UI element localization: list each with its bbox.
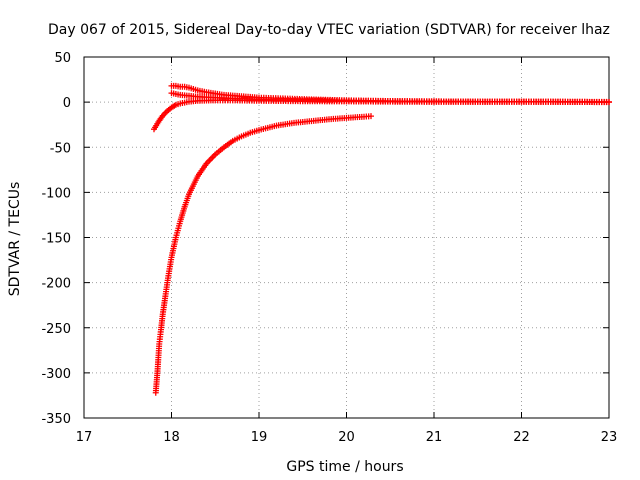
chart-title: Day 067 of 2015, Sidereal Day-to-day VTE… (48, 22, 610, 38)
x-tick-label: 20 (338, 430, 355, 445)
y-tick-label: -200 (41, 277, 71, 292)
y-tick-label: -300 (41, 367, 71, 382)
y-axis-label: SDTVAR / TECUs (7, 182, 23, 297)
y-tick-label: -250 (41, 322, 71, 337)
y-tick-label: 50 (54, 51, 71, 66)
y-axis: 50 0 -50 -100 -150 -200 -250 -300 -350 (41, 51, 609, 427)
x-axis-label: GPS time / hours (286, 459, 403, 475)
x-tick-label: 21 (426, 430, 443, 445)
x-tick-label: 17 (76, 430, 93, 445)
x-tick-label: 23 (601, 430, 618, 445)
y-tick-label: 0 (63, 96, 71, 111)
x-tick-label: 18 (163, 430, 180, 445)
y-tick-label: -50 (50, 141, 71, 156)
data-point (606, 99, 612, 106)
data-points (151, 82, 612, 396)
series-4 (168, 90, 612, 106)
x-axis: 17 18 19 20 21 22 23 (76, 57, 618, 445)
data-point (368, 113, 374, 120)
x-tick-label: 19 (251, 430, 268, 445)
y-tick-label: -150 (41, 232, 71, 247)
y-tick-label: -350 (41, 412, 71, 427)
series-1 (152, 113, 374, 396)
x-tick-label: 22 (513, 430, 530, 445)
y-tick-label: -100 (41, 186, 71, 201)
grid (84, 57, 609, 418)
